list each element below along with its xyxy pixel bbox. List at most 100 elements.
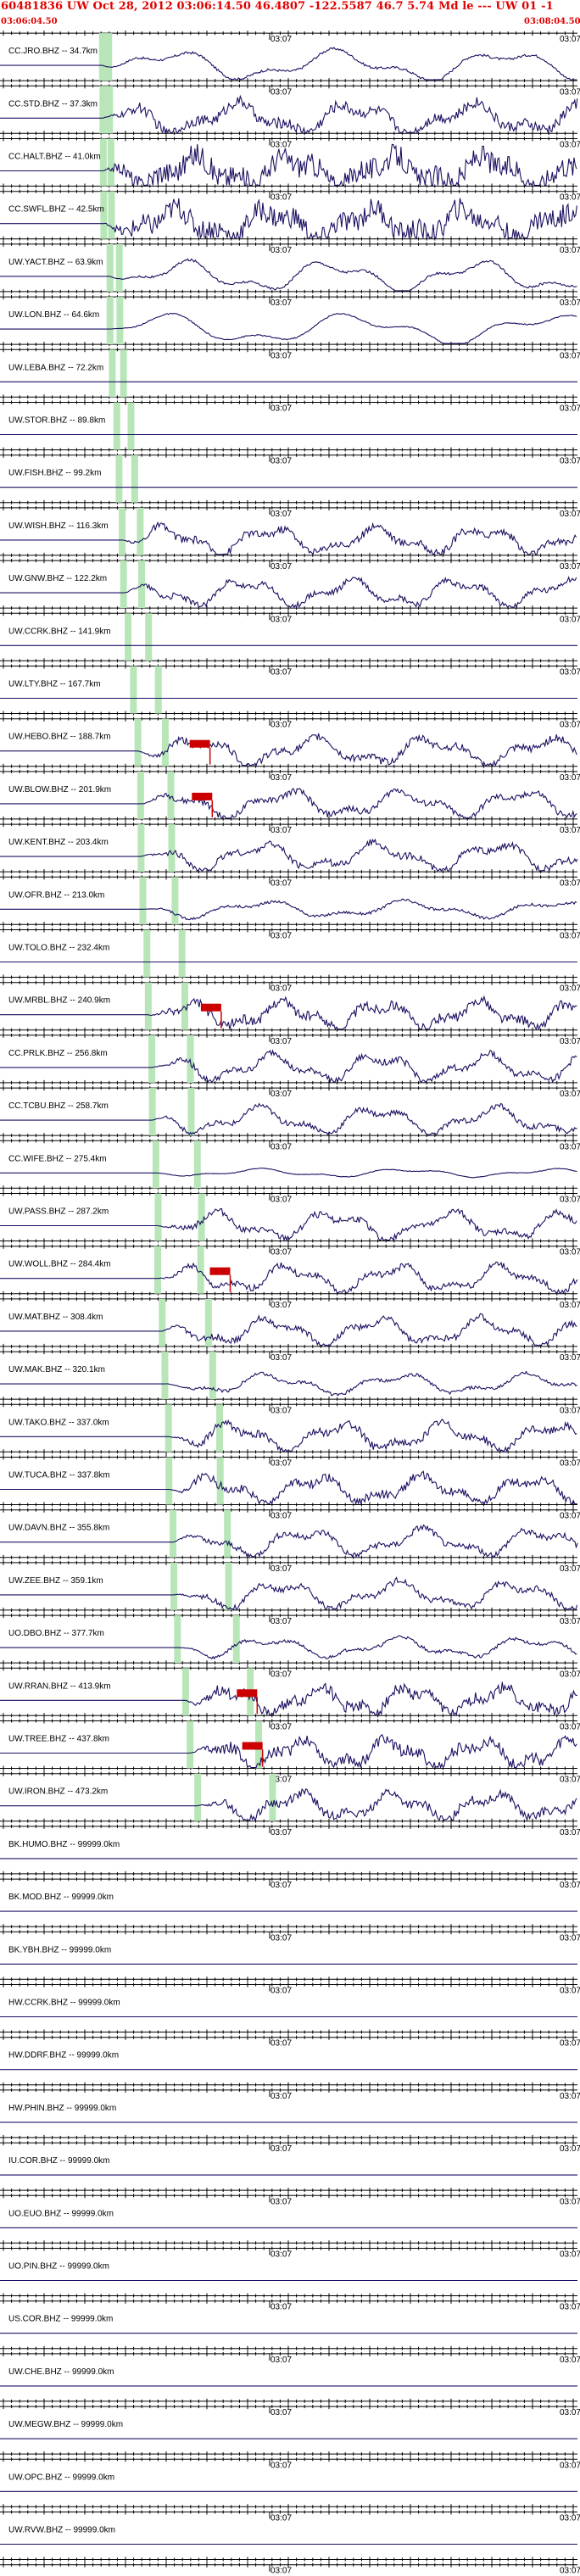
minute-label-right: 03:07 — [560, 1564, 580, 1574]
minute-label: 03:07 — [270, 87, 292, 97]
waveform-trace — [0, 198, 577, 240]
waveform-trace — [0, 1102, 577, 1136]
minute-label-right: 03:07 — [560, 1037, 580, 1046]
minute-label: 03:07 — [270, 193, 292, 203]
trace-row: 03:07 03:07 UW.LON.BHZ -- 64.6km — [0, 294, 580, 348]
station-label: UW.FISH.BHZ -- 99.2km — [8, 469, 101, 478]
minute-label-right: 03:07 — [560, 1406, 580, 1415]
trace-row: 03:07 03:07 UW.YACT.BHZ -- 63.9km — [0, 241, 580, 294]
trace-row: 03:07 03:07 CC.JRO.BHZ -- 34.7km — [0, 31, 580, 84]
p-phase-marker — [170, 1562, 178, 1610]
p-phase-marker — [120, 560, 127, 609]
minute-label-right: 03:07 — [560, 298, 580, 308]
minute-label: 03:07 — [270, 1196, 292, 1205]
trace-row: 03:07 03:07 UW.RRAN.BHZ -- 413.9km — [0, 1665, 580, 1719]
p-phase-marker — [115, 454, 123, 503]
trace-row: 03:07 03:07 UW.MAT.BHZ -- 308.4km — [0, 1296, 580, 1349]
trace-row: 03:07 03:07 UW.OFR.BHZ -- 213.0km — [0, 874, 580, 928]
minute-label-right: 03:07 — [560, 1301, 580, 1310]
trace-row: 03:07 03:07 UW.CCRK.BHZ -- 141.9km — [0, 611, 580, 664]
p-phase-marker — [154, 1193, 162, 1241]
minute-label: 03:07 — [270, 298, 292, 308]
p-phase-marker — [137, 824, 145, 873]
s-phase-marker — [193, 1140, 201, 1189]
s-phase-marker — [120, 349, 127, 398]
s-phase-marker — [216, 1404, 224, 1452]
minute-label: 03:07 — [270, 1459, 292, 1469]
trace-row: 03:07 03:07 CC.HALT.BHZ -- 41.0km — [0, 136, 580, 189]
waveform-trace — [0, 1313, 577, 1347]
station-label: CC.JRO.BHZ -- 34.7km — [8, 47, 98, 56]
trace-row: 03:07 03:07 UW.FISH.BHZ -- 99.2km — [0, 452, 580, 505]
waveform-trace — [0, 312, 577, 344]
waveform-trace — [0, 94, 578, 135]
p-phase-marker — [109, 349, 116, 398]
p-phase-marker — [152, 1140, 159, 1189]
p-phase-marker — [100, 191, 108, 239]
waveform-trace — [0, 1370, 577, 1397]
station-label: CC.HALT.BHZ -- 41.0km — [8, 153, 101, 162]
minute-label: 03:07 — [270, 932, 292, 941]
waveform-trace — [0, 787, 577, 819]
station-label: UW.MRBL.BHZ -- 240.9km — [8, 996, 110, 1006]
minute-label-right: 03:07 — [560, 510, 580, 519]
minute-label: 03:07 — [270, 1090, 292, 1099]
minute-label-right: 03:07 — [560, 1353, 580, 1363]
minute-label: 03:07 — [270, 721, 292, 730]
pick-flag — [209, 1267, 231, 1275]
station-label: CC.TCBU.BHZ -- 258.7km — [8, 1101, 109, 1111]
waveform-trace — [0, 1470, 577, 1506]
trace-row: 03:07 03:07 UW.WISH.BHZ -- 116.3km — [0, 505, 580, 558]
s-phase-marker — [232, 1615, 240, 1664]
p-phase-marker — [143, 929, 151, 978]
waveform-trace — [0, 521, 577, 556]
station-label: UW.WISH.BHZ -- 116.3km — [8, 521, 109, 531]
trace-row: 03:07 03:07 UW.LEBA.BHZ -- 72.2km — [0, 347, 580, 400]
waveform-trace — [0, 143, 577, 187]
minute-label: 03:07 — [270, 1353, 292, 1363]
station-label: UW.ZEE.BHZ -- 359.1km — [8, 1576, 103, 1586]
time-end-label: 03:08:04.50 — [524, 17, 580, 26]
s-phase-marker — [115, 243, 123, 292]
station-label: UW.LTY.BHZ -- 167.7km — [8, 680, 101, 689]
minute-label-right: 03:07 — [560, 878, 580, 888]
event-title: 60481836 UW Oct 28, 2012 03:06:14.50 46.… — [1, 0, 554, 13]
s-phase-marker — [187, 1088, 195, 1136]
s-phase-marker — [131, 454, 138, 503]
minute-label-right: 03:07 — [560, 932, 580, 941]
trace-row: 03:07 03:07 UW.WOLL.BHZ -- 284.4km — [0, 1243, 580, 1296]
p-phase-marker — [174, 1615, 181, 1664]
station-label: UW.PASS.BHZ -- 287.2km — [8, 1207, 109, 1217]
trace-row: 03:07 03:07 CC.SWFL.BHZ -- 42.5km — [0, 188, 580, 242]
minute-label-right: 03:07 — [560, 1459, 580, 1469]
minute-label: 03:07 — [270, 984, 292, 994]
trace-row: 03:07 03:07 UW.MAK.BHZ -- 320.1km — [0, 1349, 580, 1402]
p-phase-marker — [144, 982, 152, 1030]
minute-label-right: 03:07 — [560, 773, 580, 783]
station-label: UW.HEBO.BHZ -- 188.7km — [8, 733, 111, 742]
waveform-trace — [0, 1261, 578, 1294]
p-phase-marker — [165, 1457, 173, 1505]
station-label: UW.TAKO.BHZ -- 337.0km — [8, 1418, 109, 1427]
minute-label-right: 03:07 — [560, 1617, 580, 1626]
station-label: UW.WOLL.BHZ -- 284.4km — [8, 1260, 111, 1269]
waveform-trace — [0, 258, 577, 292]
minute-label-right: 03:07 — [560, 351, 580, 360]
trace-row: 03:07 03:07 CC.WIFE.BHZ -- 275.4km — [0, 1138, 580, 1191]
minute-label: 03:07 — [270, 1512, 292, 1521]
s-phase-marker — [137, 507, 144, 555]
plot-header: 60481836 UW Oct 28, 2012 03:06:14.50 46.… — [0, 0, 580, 31]
s-phase-marker — [107, 138, 114, 187]
p-phase-marker — [148, 1034, 156, 1083]
p-phase-marker — [98, 33, 106, 81]
s-phase-marker — [108, 191, 115, 239]
minute-label-right: 03:07 — [560, 404, 580, 414]
minute-label-right: 03:07 — [560, 826, 580, 835]
minute-label-right: 03:07 — [560, 1090, 580, 1099]
minute-label: 03:07 — [270, 1564, 292, 1574]
station-label: UW.YACT.BHZ -- 63.9km — [8, 258, 103, 267]
trace-row: 03:07 03:07 UO.DBO.BHZ -- 377.7km — [0, 1613, 580, 1666]
trace-row: 03:07 03:07 UW.TUCA.BHZ -- 337.8km — [0, 1454, 580, 1508]
minute-label-right: 03:07 — [560, 668, 580, 677]
